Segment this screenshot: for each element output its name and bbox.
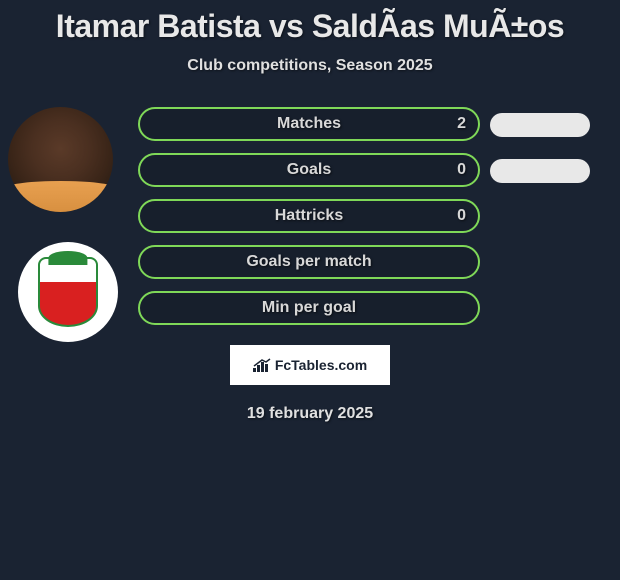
- stat-row-min-per-goal: Min per goal: [138, 291, 480, 325]
- comparison-pill-1: [490, 113, 590, 137]
- stat-label: Goals per match: [246, 253, 371, 271]
- player-1-avatar: [8, 107, 113, 212]
- subtitle: Club competitions, Season 2025: [0, 57, 620, 75]
- stat-row-matches: Matches 2: [138, 107, 480, 141]
- stat-value: 2: [457, 115, 466, 133]
- comparison-pill-2: [490, 159, 590, 183]
- stat-label: Matches: [277, 115, 341, 133]
- logo-text: FcTables.com: [275, 357, 367, 373]
- stat-rows: Matches 2 Goals 0 Hattricks 0 Goals per …: [138, 107, 480, 325]
- chart-icon: [253, 358, 271, 372]
- stat-row-goals-per-match: Goals per match: [138, 245, 480, 279]
- player-2-club-badge: [18, 242, 118, 342]
- stat-row-hattricks: Hattricks 0: [138, 199, 480, 233]
- stat-value: 0: [457, 207, 466, 225]
- comparison-content: Matches 2 Goals 0 Hattricks 0 Goals per …: [0, 107, 620, 423]
- site-logo[interactable]: FcTables.com: [230, 345, 390, 385]
- footer-date: 19 february 2025: [0, 405, 620, 423]
- page-title: Itamar Batista vs SaldÃ­as MuÃ±os: [0, 0, 620, 45]
- stat-label: Hattricks: [275, 207, 343, 225]
- stat-row-goals: Goals 0: [138, 153, 480, 187]
- stat-label: Goals: [287, 161, 331, 179]
- stat-value: 0: [457, 161, 466, 179]
- stat-label: Min per goal: [262, 299, 356, 317]
